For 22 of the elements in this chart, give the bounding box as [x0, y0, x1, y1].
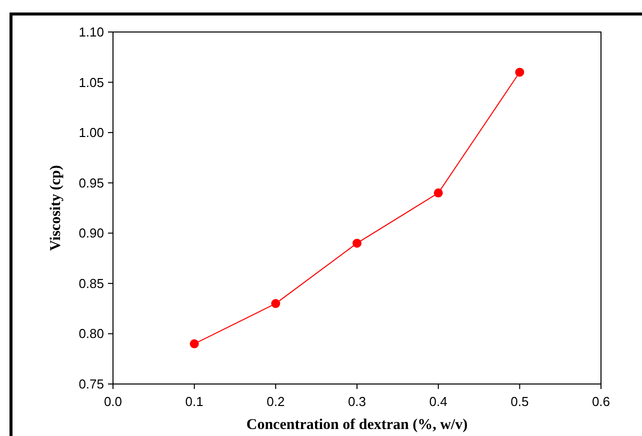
y-tick-label: 0.85	[78, 276, 104, 291]
y-tick-label: 1.05	[78, 74, 104, 90]
x-tick-label: 0.0	[104, 394, 122, 409]
x-tick-label: 0.6	[592, 394, 610, 409]
point	[352, 238, 362, 248]
point	[515, 68, 524, 77]
y-tick-label: 0.75	[78, 376, 104, 392]
y-axis-title: Viscosity (cp)	[48, 165, 64, 251]
point	[190, 339, 199, 348]
y-tick-label: 1.00	[78, 125, 104, 140]
x-tick-label: 0.5	[510, 394, 529, 409]
x-axis-title: Concentration of dextran (%, w/v)	[246, 417, 468, 433]
point	[271, 299, 280, 308]
y-tick-label: 0.80	[78, 326, 104, 342]
x-tick-label: 0.2	[266, 394, 285, 409]
x-tick-label: 0.4	[429, 394, 448, 409]
point	[434, 188, 443, 198]
y-tick-label: 0.95	[78, 175, 104, 190]
y-tick-label: 1.10	[78, 24, 104, 40]
x-tick-label: 0.1	[185, 394, 204, 409]
x-tick-label: 0.3	[348, 394, 366, 409]
y-tick-label: 0.90	[78, 226, 104, 241]
